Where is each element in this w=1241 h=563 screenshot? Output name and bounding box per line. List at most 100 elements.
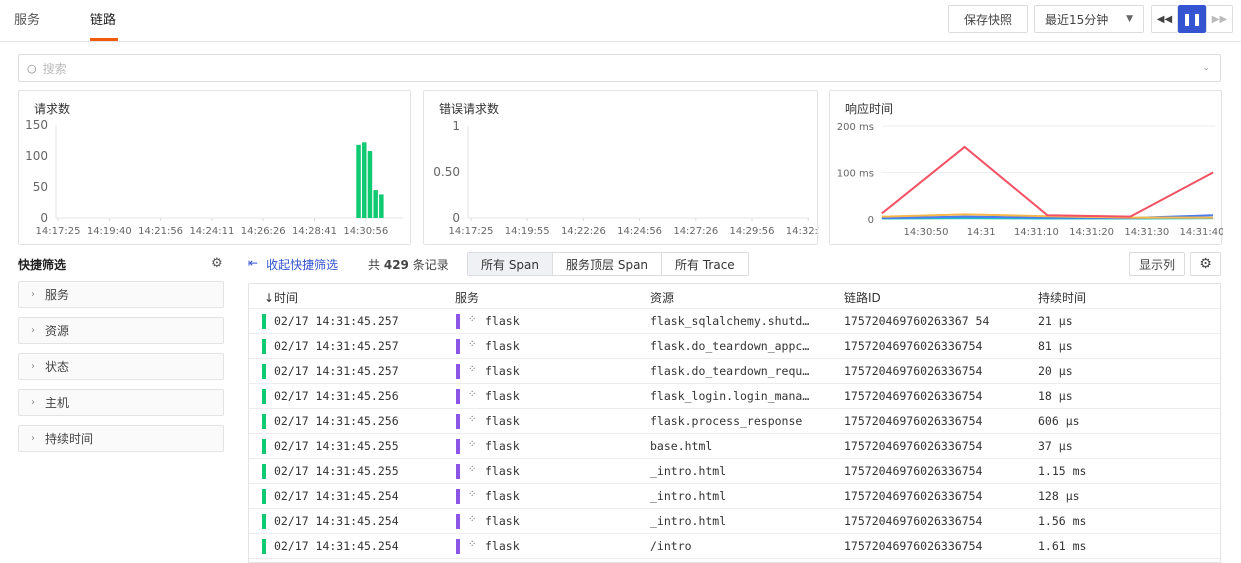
cell-service[interactable]: flask (485, 464, 520, 478)
table-row[interactable]: 02/17 14:31:45.256 ⁘ flask flask.process… (249, 409, 1220, 434)
service-color-indicator (456, 314, 460, 329)
collapse-filter-button[interactable]: ⇤收起快捷筛选 (248, 256, 338, 273)
service-icon: ⁘ (468, 414, 476, 425)
cell-service[interactable]: flask (485, 414, 520, 428)
save-snapshot-button[interactable]: 保存快照 (948, 5, 1028, 33)
chevron-down-icon: ▼ (1126, 14, 1133, 24)
bar (373, 190, 378, 218)
x-tick-label: 14:31 (967, 227, 996, 238)
divider (0, 41, 1241, 42)
segment-all-trace[interactable]: 所有 Trace (662, 253, 748, 275)
columns-button[interactable]: 显示列 (1129, 252, 1185, 276)
cell-trace-id[interactable]: 17572046976026336754 (844, 389, 982, 403)
cell-trace-id[interactable]: 17572046976026336754 (844, 339, 982, 353)
cell-trace-id[interactable]: 175720469760263367 54 (844, 314, 989, 328)
cell-service[interactable]: flask (485, 539, 520, 553)
table-row[interactable]: 02/17 14:31:45.254 ⁘ flask _intro.html 1… (249, 509, 1220, 534)
cell-trace-id[interactable]: 17572046976026336754 (844, 414, 982, 428)
x-tick-label: 14:19:55 (505, 226, 550, 237)
filter-item[interactable]: ›服务 (18, 281, 224, 308)
x-tick-label: 14:31:20 (1069, 227, 1114, 238)
service-color-indicator (456, 414, 460, 429)
cell-duration: 20 µs (1038, 364, 1073, 378)
chevron-right-icon: › (31, 397, 35, 408)
y-tick-label: 50 (33, 180, 48, 194)
cell-service[interactable]: flask (485, 439, 520, 453)
status-ok-indicator (262, 464, 266, 479)
chevron-right-icon: › (31, 325, 35, 336)
x-tick-label: 14:24:11 (189, 226, 234, 237)
y-tick-label: 200 ms (837, 122, 874, 133)
tab-traces[interactable]: 链路 (90, 9, 116, 28)
quick-filter-title: 快捷筛选 (18, 256, 66, 273)
service-color-indicator (456, 539, 460, 554)
gear-icon[interactable]: ⚙ (211, 256, 223, 271)
bar (368, 151, 373, 218)
table-row[interactable]: 02/17 14:31:45.257 ⁘ flask flask_sqlalch… (249, 309, 1220, 334)
service-icon: ⁘ (468, 539, 476, 550)
time-range-select[interactable]: 最近15分钟▼ (1034, 5, 1144, 33)
cell-resource: flask.process_response (650, 414, 802, 428)
cell-trace-id[interactable]: 17572046976026336754 (844, 489, 982, 503)
col-time[interactable]: ↓时间 (264, 289, 298, 306)
cell-trace-id[interactable]: 17572046976026336754 (844, 539, 982, 553)
trace-table: ↓时间 服务 资源 链路ID 持续时间 02/17 14:31:45.257 ⁘… (248, 283, 1221, 563)
service-color-indicator (456, 514, 460, 529)
table-row[interactable]: 02/17 14:31:45.254 ⁘ flask _intro.html 1… (249, 484, 1220, 509)
cell-time: 02/17 14:31:45.256 (274, 414, 399, 428)
chevron-right-icon: › (31, 361, 35, 372)
cell-service[interactable]: flask (485, 389, 520, 403)
x-tick-label: 14:28:41 (292, 226, 337, 237)
cell-service[interactable]: flask (485, 339, 520, 353)
cell-trace-id[interactable]: 17572046976026336754 (844, 514, 982, 528)
pause-icon[interactable]: ❚❚ (1178, 5, 1206, 33)
cell-resource: _intro.html (650, 514, 726, 528)
cell-service[interactable]: flask (485, 314, 520, 328)
cell-trace-id[interactable]: 17572046976026336754 (844, 364, 982, 378)
cell-trace-id[interactable]: 17572046976026336754 (844, 464, 982, 478)
search-input[interactable]: ○ 搜索 ⌄ (18, 54, 1221, 82)
x-tick-label: 14:22:26 (561, 226, 606, 237)
y-tick-label: 0.50 (433, 165, 460, 179)
filter-item[interactable]: ›主机 (18, 389, 224, 416)
rewind-icon[interactable]: ◀◀ (1151, 5, 1178, 33)
status-ok-indicator (262, 439, 266, 454)
service-icon: ⁘ (468, 439, 476, 450)
y-tick-label: 100 ms (837, 169, 874, 180)
filter-item[interactable]: ›状态 (18, 353, 224, 380)
cell-service[interactable]: flask (485, 514, 520, 528)
table-row[interactable]: 02/17 14:31:45.255 ⁘ flask base.html 175… (249, 434, 1220, 459)
count-suffix: 条记录 (413, 258, 449, 272)
segment-service-top-span[interactable]: 服务顶层 Span (553, 253, 662, 275)
tab-services[interactable]: 服务 (14, 9, 40, 28)
gear-icon[interactable]: ⚙ (1190, 252, 1221, 276)
cell-service[interactable]: flask (485, 489, 520, 503)
table-row[interactable]: 02/17 14:31:45.256 ⁘ flask flask_login.l… (249, 384, 1220, 409)
x-tick-label: 14:31:40 (1180, 227, 1223, 238)
table-row[interactable]: 02/17 14:31:45.257 ⁘ flask flask.do_tear… (249, 334, 1220, 359)
segment-all-span[interactable]: 所有 Span (468, 253, 553, 275)
cell-resource: /intro (650, 539, 692, 553)
search-placeholder: 搜索 (43, 60, 67, 77)
filter-item[interactable]: ›资源 (18, 317, 224, 344)
service-color-indicator (456, 464, 460, 479)
cell-trace-id[interactable]: 17572046976026336754 (844, 439, 982, 453)
cell-duration: 81 µs (1038, 339, 1073, 353)
service-color-indicator (456, 489, 460, 504)
service-color-indicator (456, 439, 460, 454)
cell-time: 02/17 14:31:45.254 (274, 514, 399, 528)
cell-time: 02/17 14:31:45.257 (274, 339, 399, 353)
table-row[interactable]: 02/17 14:31:45.257 ⁘ flask flask.do_tear… (249, 359, 1220, 384)
filter-item[interactable]: ›持续时间 (18, 425, 224, 452)
status-ok-indicator (262, 514, 266, 529)
service-icon: ⁘ (468, 364, 476, 375)
x-tick-label: 14:26:26 (241, 226, 286, 237)
table-row[interactable]: 02/17 14:31:45.254 ⁘ flask /intro 175720… (249, 534, 1220, 559)
cell-duration: 1.56 ms (1038, 514, 1086, 528)
table-row[interactable]: 02/17 14:31:45.255 ⁘ flask _intro.html 1… (249, 459, 1220, 484)
cell-service[interactable]: flask (485, 364, 520, 378)
fast-forward-icon[interactable]: ▶▶ (1206, 5, 1233, 33)
record-count: 共 429 条记录 (368, 256, 449, 273)
